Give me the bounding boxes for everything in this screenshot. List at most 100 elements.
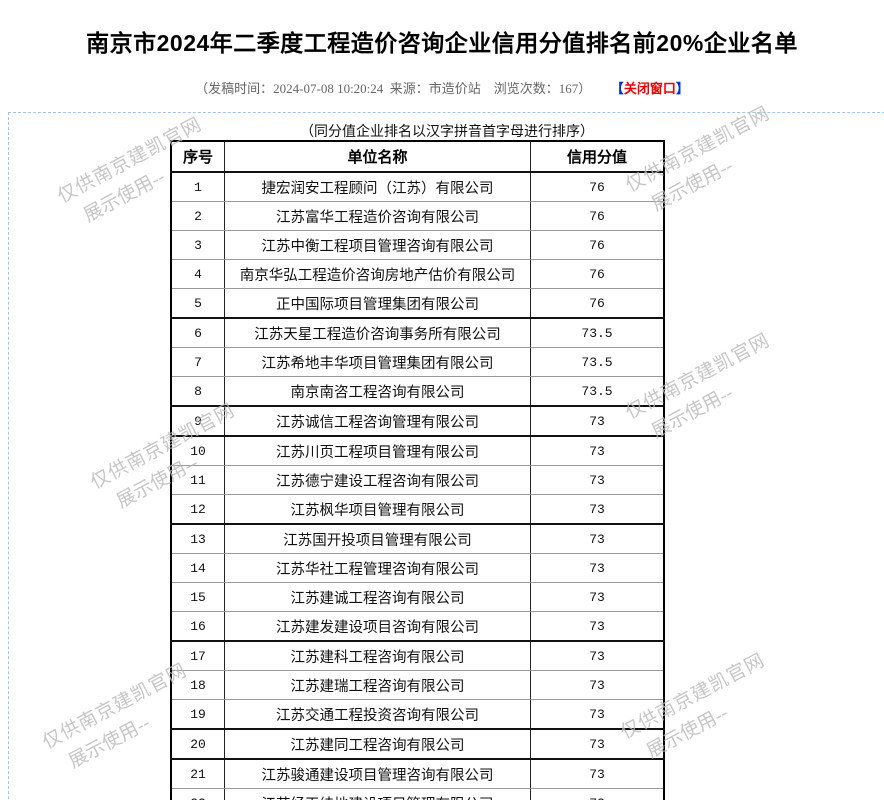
cell-rank: 7: [170, 347, 225, 377]
meta-info: （发稿时间：2024-07-08 10:20:24 来源：市造价站 浏览次数：1…: [195, 81, 592, 96]
table-row: 12 江苏枫华项目管理有限公司 73: [170, 494, 665, 525]
cell-company: 捷宏润安工程顾问（江苏）有限公司: [224, 171, 531, 202]
close-window-label: 关闭窗口: [623, 81, 676, 96]
cell-rank: 17: [170, 640, 225, 671]
cell-rank: 5: [170, 288, 225, 319]
cell-score: 76: [530, 171, 665, 202]
cell-score: 76: [530, 230, 665, 260]
table-row: 14 江苏华社工程管理咨询有限公司 73: [170, 553, 665, 583]
cell-company: 正中国际项目管理集团有限公司: [224, 288, 531, 319]
table-row: 19 江苏交通工程投资咨询有限公司 73: [170, 699, 665, 730]
cell-rank: 2: [170, 201, 225, 231]
cell-company: 江苏中衡工程项目管理咨询有限公司: [224, 230, 531, 260]
header-score: 信用分值: [530, 140, 665, 173]
close-window-link[interactable]: 【关闭窗口】: [617, 81, 689, 96]
cell-rank: 14: [170, 553, 225, 583]
cell-rank: 18: [170, 670, 225, 700]
table-row: 16 江苏建发建设项目咨询有限公司 73: [170, 611, 665, 642]
cell-company: 江苏交通工程投资咨询有限公司: [224, 699, 531, 730]
cell-score: 73.5: [530, 347, 665, 377]
cell-rank: 6: [170, 317, 225, 348]
cell-score: 73.5: [530, 376, 665, 407]
cell-company: 江苏诚信工程咨询管理有限公司: [224, 405, 531, 437]
cell-score: 73.5: [530, 317, 665, 348]
cell-score: 73: [530, 494, 665, 525]
table-row: 21 江苏骏通建设项目管理咨询有限公司 73: [170, 758, 665, 789]
cell-company: 江苏建诚工程咨询有限公司: [224, 582, 531, 612]
table-row: 13 江苏国开投项目管理有限公司 73: [170, 523, 665, 554]
table-row: 11 江苏德宁建设工程咨询有限公司 73: [170, 465, 665, 495]
cell-company: 江苏德宁建设工程咨询有限公司: [224, 465, 531, 495]
cell-company: 江苏枫华项目管理有限公司: [224, 494, 531, 525]
cell-company: 江苏华社工程管理咨询有限公司: [224, 553, 531, 583]
cell-company: 江苏富华工程造价咨询有限公司: [224, 201, 531, 231]
cell-score: 73: [530, 640, 665, 671]
table-row: 10 江苏川页工程项目管理有限公司 73: [170, 435, 665, 466]
cell-score: 73: [530, 582, 665, 612]
table-row: 1 捷宏润安工程顾问（江苏）有限公司 76: [170, 171, 665, 202]
table-row: 20 江苏建同工程咨询有限公司 73: [170, 728, 665, 760]
cell-rank: 3: [170, 230, 225, 260]
table-row: 6 江苏天星工程造价咨询事务所有限公司 73.5: [170, 317, 665, 348]
cell-score: 73: [530, 523, 665, 554]
ranking-table: 序号 单位名称 信用分值 1 捷宏润安工程顾问（江苏）有限公司 76 2 江苏富华工程…: [170, 140, 665, 800]
close-bracket-open: 【: [617, 81, 624, 96]
header-rank: 序号: [170, 140, 225, 173]
content-panel: [8, 112, 884, 800]
cell-score: 73: [530, 699, 665, 730]
cell-score: 73: [530, 728, 665, 760]
cell-company: 江苏建瑞工程咨询有限公司: [224, 670, 531, 700]
table-row: 8 南京南咨工程咨询有限公司 73.5: [170, 376, 665, 407]
cell-score: 73: [530, 788, 665, 800]
table-row: 22江苏经天纬地建设项目管理有限公司73: [170, 788, 665, 800]
cell-score: 73: [530, 553, 665, 583]
cell-company: 江苏国开投项目管理有限公司: [224, 523, 531, 554]
cell-rank: 4: [170, 259, 225, 289]
table-row: 18 江苏建瑞工程咨询有限公司 73: [170, 670, 665, 700]
cell-rank: 13: [170, 523, 225, 554]
table-row: 15 江苏建诚工程咨询有限公司 73: [170, 582, 665, 612]
cell-score: 73: [530, 611, 665, 642]
cell-score: 76: [530, 259, 665, 289]
cell-score: 76: [530, 201, 665, 231]
cell-rank: 21: [170, 758, 225, 789]
table-row: 7 江苏希地丰华项目管理集团有限公司 73.5: [170, 347, 665, 377]
cell-rank: 16: [170, 611, 225, 642]
cell-company: 江苏建同工程咨询有限公司: [224, 728, 531, 760]
cell-rank: 22: [170, 788, 225, 800]
table-row: 4 南京华弘工程造价咨询房地产估价有限公司 76: [170, 259, 665, 289]
meta-line: （发稿时间：2024-07-08 10:20:24 来源：市造价站 浏览次数：1…: [0, 78, 884, 97]
table-note: （同分值企业排名以汉字拼音首字母进行排序）: [300, 125, 594, 140]
cell-rank: 10: [170, 435, 225, 466]
cell-rank: 19: [170, 699, 225, 730]
cell-rank: 8: [170, 376, 225, 407]
cell-company: 江苏建发建设项目咨询有限公司: [224, 611, 531, 642]
cell-company: 江苏经天纬地建设项目管理有限公司: [224, 788, 531, 800]
cell-company: 江苏骏通建设项目管理咨询有限公司: [224, 758, 531, 789]
table-row: 2 江苏富华工程造价咨询有限公司 76: [170, 201, 665, 231]
cell-score: 73: [530, 435, 665, 466]
header-company: 单位名称: [224, 140, 531, 173]
table-row: 9 江苏诚信工程咨询管理有限公司 73: [170, 405, 665, 437]
cell-rank: 20: [170, 728, 225, 760]
table-row: 5 正中国际项目管理集团有限公司 76: [170, 288, 665, 319]
cell-company: 南京华弘工程造价咨询房地产估价有限公司: [224, 259, 531, 289]
page-title: 南京市2024年二季度工程造价咨询企业信用分值排名前20%企业名单: [86, 30, 798, 56]
cell-company: 江苏天星工程造价咨询事务所有限公司: [224, 317, 531, 348]
cell-rank: 15: [170, 582, 225, 612]
cell-company: 江苏建科工程咨询有限公司: [224, 640, 531, 671]
cell-rank: 11: [170, 465, 225, 495]
close-bracket-close: 】: [675, 81, 689, 96]
cell-score: 73: [530, 670, 665, 700]
table-header-row: 序号 单位名称 信用分值: [170, 140, 665, 173]
cell-rank: 9: [170, 405, 225, 437]
cell-score: 76: [530, 288, 665, 319]
cell-rank: 12: [170, 494, 225, 525]
cell-company: 南京南咨工程咨询有限公司: [224, 376, 531, 407]
cell-score: 73: [530, 465, 665, 495]
cell-company: 江苏希地丰华项目管理集团有限公司: [224, 347, 531, 377]
table-row: 17 江苏建科工程咨询有限公司 73: [170, 640, 665, 671]
table-row: 3 江苏中衡工程项目管理咨询有限公司 76: [170, 230, 665, 260]
cell-rank: 1: [170, 171, 225, 202]
